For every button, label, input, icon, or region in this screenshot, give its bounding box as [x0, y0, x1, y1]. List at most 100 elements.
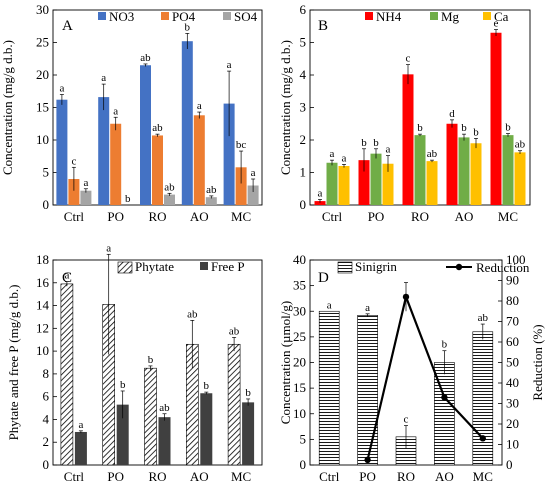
bar [326, 162, 338, 205]
x-tick-label: RO [148, 469, 166, 484]
bar [318, 310, 340, 466]
bar [158, 417, 171, 465]
panel-label: A [62, 18, 73, 34]
significance-label: b [120, 379, 126, 391]
y-tick-label: 0 [43, 197, 50, 212]
bar [357, 315, 378, 466]
y2-tick-label: 0 [506, 457, 513, 472]
significance-label: a [59, 83, 64, 95]
y-tick-label: 30 [36, 2, 49, 17]
significance-label: b [505, 122, 511, 134]
significance-label: b [185, 21, 191, 33]
y-tick-label: 3 [300, 100, 307, 115]
significance-label: a [106, 242, 111, 254]
line-point [441, 394, 448, 401]
legend-swatch [117, 261, 133, 274]
y-tick-label: 5 [43, 165, 50, 180]
legend-marker [455, 263, 463, 271]
significance-label: e [494, 18, 499, 30]
legend-swatch [98, 12, 106, 20]
significance-label: ab [478, 312, 489, 324]
bar [358, 160, 370, 205]
significance-label: d [449, 108, 455, 120]
significance-label: c [404, 414, 409, 426]
significance-label: a [342, 152, 347, 164]
bar [490, 32, 502, 205]
y-axis-label: Concentration (µmol/g) [278, 301, 293, 424]
bar [446, 123, 458, 205]
y-axis-label: Phytate and free P (mg/g d.b.) [6, 285, 21, 441]
legend-label: NO3 [109, 9, 134, 24]
legend-label: Phytate [135, 259, 174, 274]
legend-swatch [223, 12, 231, 20]
line-point [402, 293, 410, 301]
x-tick-label: RO [411, 209, 429, 224]
significance-label: b [361, 137, 367, 149]
legend-swatch [200, 262, 208, 270]
significance-label: ab [164, 181, 175, 193]
bar [338, 166, 350, 205]
y-tick-label: 12 [36, 320, 49, 335]
significance-label: ab [206, 184, 217, 196]
y-tick-label: 20 [293, 355, 306, 370]
significance-label: a [83, 177, 88, 189]
line-point [364, 456, 371, 464]
bar [382, 163, 394, 205]
bar [514, 152, 526, 205]
y-tick-label: 10 [36, 343, 49, 358]
bar [116, 404, 129, 465]
y2-tick-label: 10 [506, 437, 519, 452]
y-tick-label: 0 [300, 197, 307, 212]
bar [458, 137, 470, 205]
significance-label: a [101, 72, 106, 84]
x-tick-label: MC [231, 209, 251, 224]
y2-tick-label: 40 [506, 375, 519, 390]
significance-label: a [197, 100, 202, 112]
x-tick-label: MC [231, 469, 251, 484]
bar [152, 135, 163, 205]
significance-label: a [251, 167, 256, 179]
significance-label: a [318, 187, 323, 199]
significance-label: a [330, 148, 335, 160]
y2-tick-label: 60 [506, 334, 519, 349]
y-tick-label: 30 [293, 303, 306, 318]
significance-label: b [417, 122, 423, 134]
y-tick-label: 4 [300, 67, 307, 82]
y2-tick-label: 90 [506, 273, 519, 288]
bar [205, 197, 217, 205]
significance-label: b [204, 380, 210, 392]
significance-label: b [442, 339, 448, 351]
y-tick-label: 2 [300, 132, 307, 147]
bar [74, 431, 87, 465]
significance-label: ab [140, 52, 151, 64]
x-tick-label: RO [397, 469, 415, 484]
legend-label: SO4 [234, 9, 258, 24]
significance-label: c [406, 53, 411, 65]
bar [414, 135, 426, 205]
y-tick-label: 14 [36, 298, 50, 313]
significance-label: ab [229, 325, 240, 337]
y-tick-label: 15 [36, 100, 49, 115]
bar [223, 103, 235, 205]
y2-tick-label: 50 [506, 355, 519, 370]
legend-label: Free P [211, 259, 245, 274]
bar [472, 331, 494, 466]
x-tick-label: Ctrl [322, 209, 343, 224]
bar [200, 393, 213, 465]
y2-tick-label: 20 [506, 416, 519, 431]
x-tick-label: AO [190, 469, 209, 484]
legend-label: Ca [494, 9, 509, 24]
significance-label: b [245, 387, 251, 399]
y-tick-label: 4 [43, 411, 50, 426]
y-axis-label: Concentration (mg/g d.b.) [278, 40, 293, 175]
bar [110, 123, 122, 205]
x-tick-label: Ctrl [64, 209, 85, 224]
y-tick-label: 25 [36, 35, 49, 50]
significance-label: a [78, 419, 83, 431]
legend-label: Sinigrin [355, 259, 397, 274]
y-tick-label: 5 [300, 35, 307, 50]
x-tick-label: PO [107, 469, 124, 484]
bar [242, 402, 255, 465]
bar [193, 115, 205, 205]
